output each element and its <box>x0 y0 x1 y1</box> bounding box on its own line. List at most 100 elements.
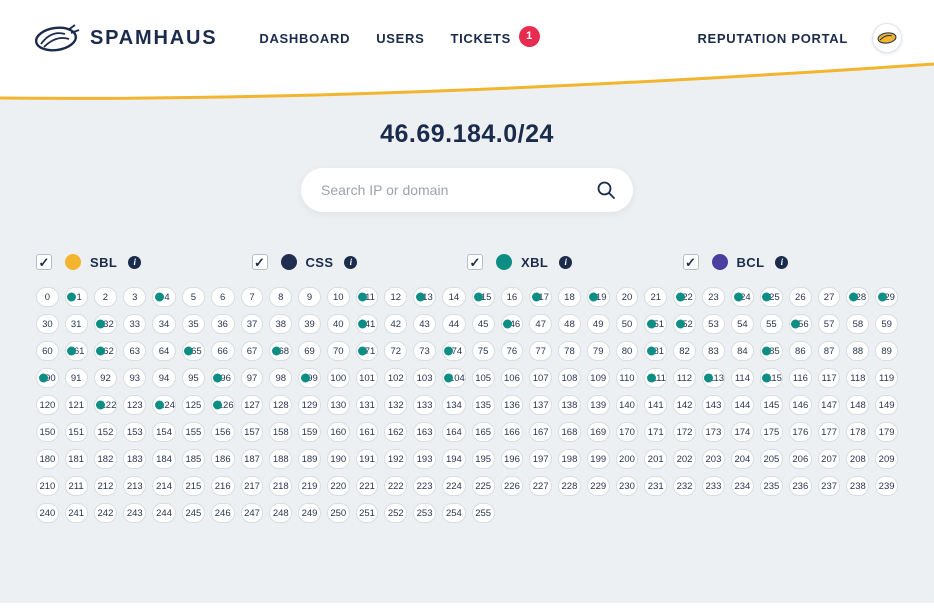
ip-cell[interactable]: 217 <box>240 476 264 496</box>
ip-cell[interactable]: 170 <box>615 422 639 442</box>
ip-cell[interactable]: 190 <box>326 449 350 469</box>
ip-cell[interactable]: 162 <box>384 422 408 442</box>
ip-cell[interactable]: 254 <box>441 503 466 523</box>
ip-cell[interactable]: 225 <box>471 476 495 496</box>
ip-cell[interactable]: 139 <box>586 395 610 415</box>
ip-cell[interactable]: 42 <box>384 314 408 334</box>
ip-cell[interactable]: 227 <box>529 476 553 496</box>
ip-cell[interactable]: 34 <box>152 314 176 334</box>
ip-cell[interactable]: 158 <box>269 422 293 442</box>
ip-cell[interactable]: 128 <box>269 395 293 415</box>
ip-cell[interactable]: 184 <box>152 449 176 469</box>
ip-cell[interactable]: 8 <box>269 287 293 307</box>
ip-cell[interactable]: 104 <box>441 368 466 388</box>
ip-cell[interactable]: 167 <box>529 422 553 442</box>
css-checkbox[interactable]: ✓ <box>251 254 268 270</box>
ip-cell[interactable]: 226 <box>500 476 524 496</box>
ip-cell[interactable]: 48 <box>558 314 581 334</box>
ip-cell[interactable]: 229 <box>586 476 610 496</box>
ip-cell[interactable]: 65 <box>181 341 205 361</box>
ip-cell[interactable]: 130 <box>326 395 350 415</box>
ip-cell[interactable]: 140 <box>615 395 639 415</box>
ip-cell[interactable]: 163 <box>413 422 436 442</box>
ip-cell[interactable]: 79 <box>586 341 610 361</box>
ip-cell[interactable]: 9 <box>298 287 321 307</box>
ip-cell[interactable]: 138 <box>558 395 581 415</box>
ip-cell[interactable]: 175 <box>759 422 783 442</box>
ip-cell[interactable]: 144 <box>731 395 754 415</box>
ip-cell[interactable]: 77 <box>529 341 553 361</box>
ip-cell[interactable]: 152 <box>93 422 118 442</box>
ip-cell[interactable]: 129 <box>298 395 321 415</box>
ip-cell[interactable]: 219 <box>298 476 321 496</box>
ip-cell[interactable]: 111 <box>644 368 668 388</box>
ip-cell[interactable]: 161 <box>355 422 379 442</box>
ip-cell[interactable]: 93 <box>123 368 147 388</box>
nav-item-tickets[interactable]: TICKETS 1 <box>450 25 540 47</box>
ip-cell[interactable]: 245 <box>181 503 205 523</box>
ip-cell[interactable]: 131 <box>355 395 379 415</box>
ip-cell[interactable]: 71 <box>355 341 379 361</box>
ip-cell[interactable]: 113 <box>701 368 726 388</box>
ip-cell[interactable]: 61 <box>64 341 88 361</box>
ip-cell[interactable]: 156 <box>210 422 235 442</box>
ip-cell[interactable]: 99 <box>298 368 321 388</box>
ip-cell[interactable]: 58 <box>846 314 870 334</box>
spamhaus-logo[interactable]: SPAMHAUS <box>32 22 217 54</box>
ip-cell[interactable]: 127 <box>240 395 264 415</box>
ip-cell[interactable]: 74 <box>441 341 466 361</box>
ip-cell[interactable]: 248 <box>269 503 293 523</box>
ip-cell[interactable]: 191 <box>355 449 379 469</box>
ip-cell[interactable]: 27 <box>817 287 841 307</box>
ip-cell[interactable]: 106 <box>500 368 524 388</box>
ip-cell[interactable]: 54 <box>731 314 754 334</box>
xbl-checkbox[interactable]: ✓ <box>467 254 483 270</box>
ip-cell[interactable]: 56 <box>788 314 812 334</box>
ip-cell[interactable]: 3 <box>123 287 147 307</box>
ip-cell[interactable]: 82 <box>673 341 696 361</box>
ip-cell[interactable]: 66 <box>210 341 235 361</box>
ip-cell[interactable]: 230 <box>615 476 639 496</box>
ip-cell[interactable]: 141 <box>644 395 668 415</box>
info-icon[interactable]: i <box>128 255 142 269</box>
ip-cell[interactable]: 47 <box>529 314 553 334</box>
nav-item-dashboard[interactable]: DASHBOARD <box>259 31 350 46</box>
info-icon[interactable]: i <box>775 255 789 269</box>
ip-cell[interactable]: 205 <box>759 449 783 469</box>
ip-cell[interactable]: 15 <box>471 287 495 307</box>
ip-cell[interactable]: 75 <box>471 341 495 361</box>
ip-cell[interactable]: 157 <box>240 422 264 442</box>
ip-cell[interactable]: 148 <box>846 395 870 415</box>
ip-cell[interactable]: 78 <box>558 341 581 361</box>
ip-cell[interactable]: 28 <box>846 287 870 307</box>
ip-cell[interactable]: 250 <box>326 503 350 523</box>
ip-cell[interactable]: 49 <box>586 314 610 334</box>
ip-cell[interactable]: 57 <box>817 314 841 334</box>
ip-cell[interactable]: 198 <box>558 449 581 469</box>
ip-cell[interactable]: 45 <box>471 314 495 334</box>
ip-cell[interactable]: 13 <box>413 287 436 307</box>
ip-cell[interactable]: 36 <box>210 314 235 334</box>
ip-cell[interactable]: 123 <box>123 395 147 415</box>
ip-cell[interactable]: 91 <box>64 368 88 388</box>
ip-cell[interactable]: 41 <box>355 314 379 334</box>
ip-cell[interactable]: 214 <box>152 476 176 496</box>
ip-cell[interactable]: 69 <box>298 341 321 361</box>
ip-cell[interactable]: 14 <box>441 287 466 307</box>
ip-cell[interactable]: 60 <box>36 341 59 361</box>
ip-cell[interactable]: 215 <box>181 476 205 496</box>
ip-cell[interactable]: 168 <box>558 422 581 442</box>
ip-cell[interactable]: 235 <box>759 476 783 496</box>
ip-cell[interactable]: 172 <box>673 422 696 442</box>
ip-cell[interactable]: 177 <box>817 422 841 442</box>
ip-cell[interactable]: 187 <box>240 449 264 469</box>
ip-cell[interactable]: 213 <box>123 476 147 496</box>
ip-cell[interactable]: 121 <box>64 395 88 415</box>
ip-cell[interactable]: 6 <box>210 287 235 307</box>
ip-cell[interactable]: 203 <box>701 449 726 469</box>
ip-cell[interactable]: 146 <box>788 395 812 415</box>
ip-cell[interactable]: 38 <box>269 314 293 334</box>
ip-cell[interactable]: 118 <box>846 368 870 388</box>
ip-cell[interactable]: 52 <box>673 314 696 334</box>
ip-cell[interactable]: 68 <box>269 341 293 361</box>
